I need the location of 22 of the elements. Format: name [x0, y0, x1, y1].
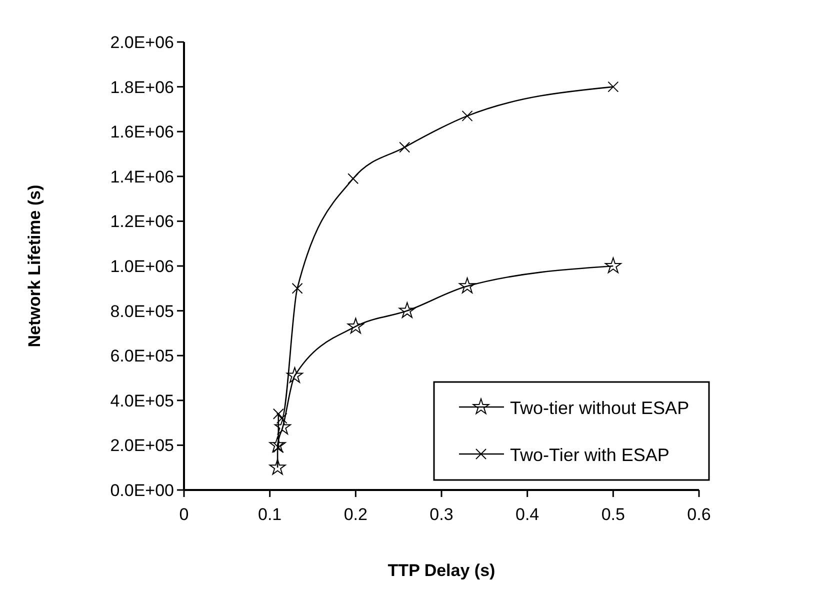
- x-tick-label: 0.6: [687, 505, 711, 524]
- x-tick-label: 0.3: [430, 505, 454, 524]
- y-tick-label: 1.6E+06: [110, 122, 174, 142]
- x-tick-label: 0.1: [258, 505, 282, 524]
- y-tick-label: 1.4E+06: [110, 167, 174, 186]
- y-tick-label: 1.0E+06: [110, 257, 174, 276]
- legend-label: Two-Tier with ESAP: [510, 445, 670, 465]
- y-tick-label: 0.0E+00: [110, 481, 174, 500]
- y-tick-label: 1.2E+06: [110, 212, 174, 232]
- y-tick-label: 2.0E+06: [110, 33, 174, 52]
- y-tick-label: 2.0E+05: [110, 436, 174, 456]
- x-tick-label: 0.4: [516, 505, 540, 524]
- y-tick-label: 4.0E+05: [110, 391, 174, 410]
- y-tick-label: 1.8E+06: [110, 78, 174, 97]
- y-axis-title: Network Lifetime (s): [25, 184, 44, 348]
- x-tick-label: 0: [179, 505, 189, 524]
- x-axis-title: TTP Delay (s): [388, 561, 496, 580]
- legend-label: Two-tier without ESAP: [510, 398, 690, 418]
- y-tick-label: 6.0E+05: [110, 346, 174, 366]
- x-tick-label: 0.2: [344, 505, 368, 524]
- y-tick-label: 8.0E+05: [110, 302, 174, 321]
- x-tick-label: 0.5: [601, 505, 625, 524]
